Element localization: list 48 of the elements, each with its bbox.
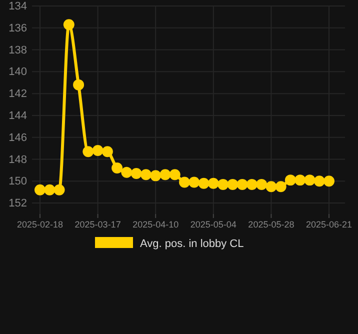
point — [54, 184, 65, 196]
y-tick-label: 148 — [8, 154, 27, 166]
x-tick-label: 2025-06-21 — [306, 219, 352, 230]
y-tick-label: 144 — [8, 110, 27, 122]
point — [246, 178, 258, 190]
point — [82, 146, 94, 158]
point — [236, 178, 248, 190]
legend-label: Avg. pos. in lobby CL — [140, 238, 244, 250]
x-tick-label: 2025-02-18 — [16, 219, 64, 230]
point — [102, 146, 113, 158]
point — [227, 178, 238, 190]
point — [294, 174, 306, 186]
point — [324, 176, 334, 187]
point — [208, 178, 219, 189]
y-tick-label: 134 — [8, 0, 27, 13]
point — [256, 178, 268, 190]
y-tick-label: 136 — [8, 22, 27, 34]
y-tick-label: 140 — [8, 66, 27, 78]
point — [198, 178, 210, 189]
point — [160, 169, 171, 180]
point — [44, 184, 56, 196]
point — [169, 169, 180, 180]
point — [92, 145, 104, 156]
point — [304, 174, 316, 186]
point — [179, 176, 190, 188]
x-tick-label: 2025-05-04 — [190, 219, 236, 230]
y-tick-label: 150 — [8, 176, 27, 188]
point — [34, 184, 46, 196]
y-tick-label: 142 — [8, 88, 27, 100]
point — [150, 170, 162, 182]
point — [218, 178, 229, 190]
y-tick-label: 138 — [8, 44, 27, 56]
point — [275, 181, 286, 192]
point — [188, 176, 200, 188]
y-tick-label: 146 — [8, 132, 27, 144]
x-tick-label: 2025-03-17 — [74, 219, 121, 230]
point — [121, 166, 132, 178]
point — [140, 169, 152, 180]
y-tick-label: 152 — [8, 198, 27, 210]
point — [284, 174, 296, 186]
x-tick-label: 2025-04-10 — [132, 219, 179, 230]
point — [130, 168, 142, 179]
point — [63, 19, 74, 30]
point — [73, 79, 84, 90]
point — [314, 176, 325, 187]
point — [266, 181, 277, 192]
x-tick-label: 2025-05-28 — [248, 219, 294, 230]
point — [112, 162, 123, 174]
